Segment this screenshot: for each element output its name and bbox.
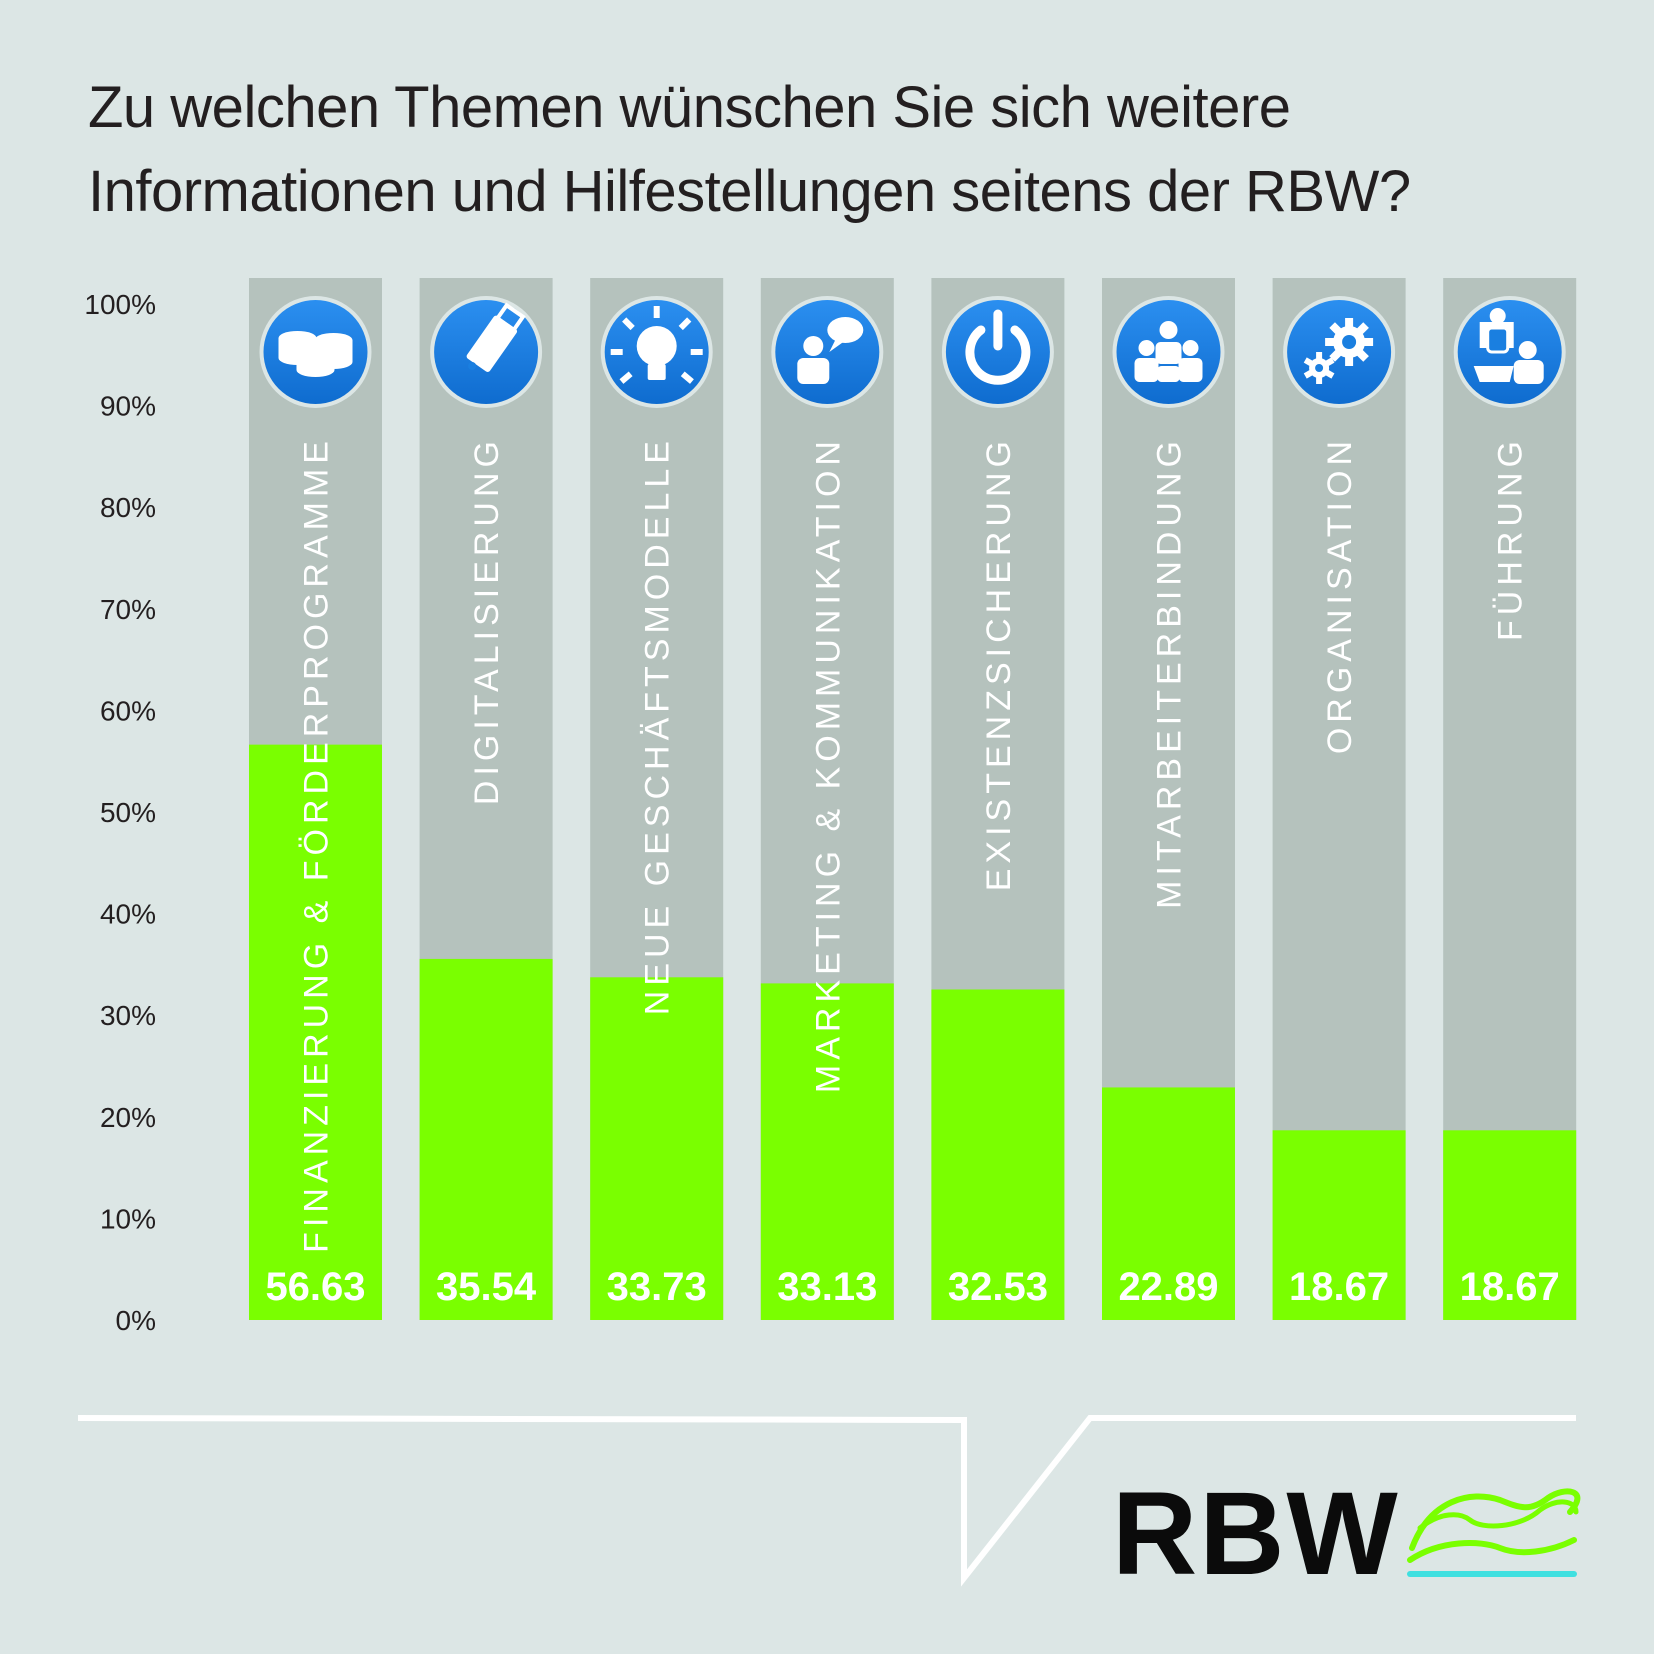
bars: FINANZIERUNG & FÖRDERPROGRAMME 56.63 DIGIT… <box>249 278 1577 1320</box>
value-label: 18.67 <box>1289 1265 1389 1309</box>
y-tick-label: 0% <box>116 1305 156 1336</box>
bar-group: FÜHRUNG 18.67 <box>1443 278 1577 1320</box>
team-icon <box>1112 296 1225 408</box>
y-tick-label: 60% <box>100 695 156 726</box>
meeting-icon <box>1453 296 1566 408</box>
category-label: EXISTENZSICHERUNG <box>980 436 1018 891</box>
y-tick-label: 50% <box>100 797 156 828</box>
value-label: 56.63 <box>265 1265 365 1309</box>
bar-group: MITARBEITERBINDUNG 22.89 <box>1102 278 1235 1320</box>
y-tick-label: 80% <box>100 492 156 523</box>
category-label: FINANZIERUNG & FÖRDERPROGRAMME <box>298 436 336 1253</box>
value-label: 35.54 <box>436 1265 537 1309</box>
bar-group: EXISTENZSICHERUNG 32.53 <box>931 278 1065 1320</box>
rbw-logo-text: RBW <box>1112 1468 1400 1600</box>
page-title: Zu welchen Themen wünschen Sie sich weit… <box>88 66 1588 234</box>
bar <box>1272 1130 1406 1320</box>
category-label: ORGANISATION <box>1321 436 1359 754</box>
rbw-logo-waves-icon <box>1407 1488 1581 1577</box>
category-label: NEUE GESCHÄFTSMODELLE <box>639 436 677 1015</box>
rbw-logo: RBW <box>1112 1468 1581 1600</box>
category-label: FÜHRUNG <box>1492 436 1530 641</box>
bar <box>1102 1087 1235 1320</box>
category-label: MARKETING & KOMMUNIKATION <box>809 436 847 1093</box>
bar <box>590 977 724 1320</box>
value-label: 33.73 <box>607 1265 707 1309</box>
bar-group: DIGITALISIERUNG 35.54 <box>419 278 553 1320</box>
speech-bubble-divider <box>77 1415 1576 1587</box>
y-tick-label: 100% <box>84 289 156 320</box>
bar <box>1443 1130 1577 1320</box>
coins-icon <box>259 296 372 408</box>
power-icon <box>941 296 1054 408</box>
y-tick-label: 40% <box>100 899 156 930</box>
y-tick-label: 90% <box>100 391 156 422</box>
bar-group: NEUE GESCHÄFTSMODELLE 33.73 <box>590 278 724 1320</box>
category-label: MITARBEITERBINDUNG <box>1151 436 1189 909</box>
person-speech-bubble-icon <box>771 296 884 408</box>
value-label: 18.67 <box>1460 1265 1560 1309</box>
value-label: 33.13 <box>777 1265 877 1309</box>
y-tick-label: 10% <box>100 1203 156 1234</box>
y-tick-label: 30% <box>100 1000 156 1031</box>
bar-group: FINANZIERUNG & FÖRDERPROGRAMME 56.63 <box>249 278 382 1320</box>
bar-group: MARKETING & KOMMUNIKATION 33.13 <box>760 278 894 1320</box>
value-label: 22.89 <box>1118 1265 1218 1309</box>
gears-icon <box>1283 296 1396 408</box>
bar <box>249 744 382 1320</box>
value-label: 32.53 <box>948 1265 1048 1309</box>
lightbulb-icon <box>600 296 713 408</box>
y-tick-label: 20% <box>100 1102 156 1133</box>
bar-group: ORGANISATION 18.67 <box>1272 278 1406 1320</box>
page-title-line-1: Zu welchen Themen wünschen Sie sich weit… <box>88 75 1291 140</box>
y-axis: 0% 10% 20% 30% 40% 50% 60% 70% 80% 90% 100% <box>84 289 156 1336</box>
bar <box>931 989 1065 1320</box>
category-label: DIGITALISIERUNG <box>468 436 506 805</box>
usb-stick-icon <box>430 296 543 408</box>
y-tick-label: 70% <box>100 594 156 625</box>
bar <box>419 958 553 1320</box>
bar <box>760 983 894 1320</box>
page-title-line-2: Informationen und Hilfestellungen seiten… <box>88 159 1411 224</box>
